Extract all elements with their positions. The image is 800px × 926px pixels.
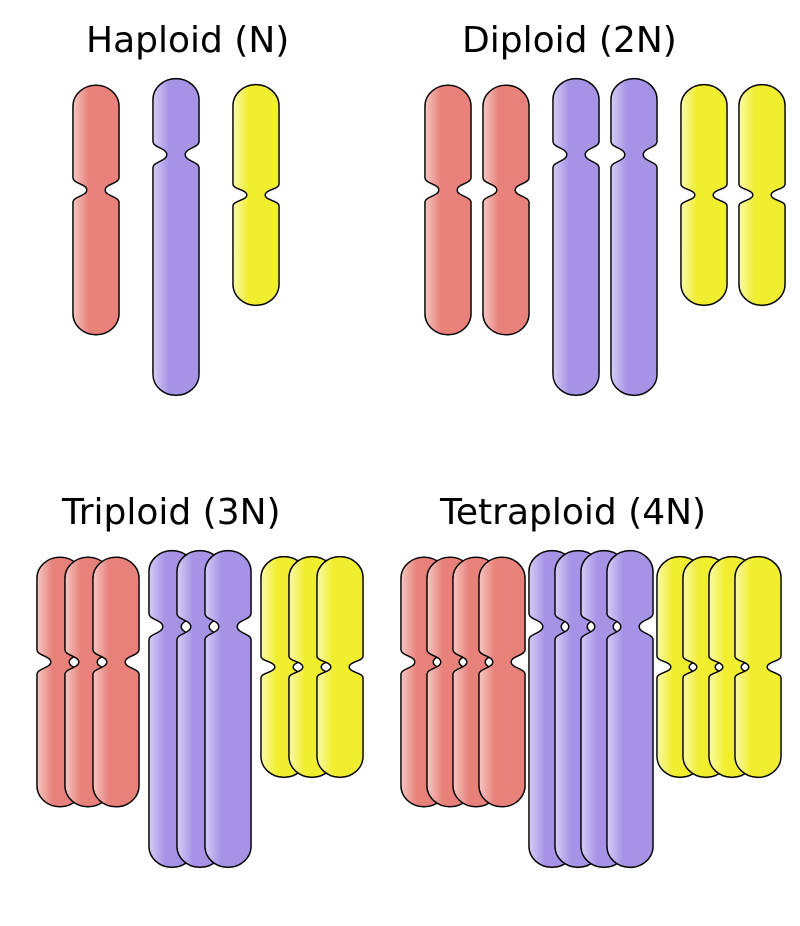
triploid-purple <box>148 544 252 874</box>
chromosome-icon <box>738 80 786 310</box>
chromosome-icon <box>610 72 658 402</box>
chromosome-icon <box>424 80 472 340</box>
diploid-purple <box>552 72 658 402</box>
ploidy-diagram: Haploid (N) Diploid (2N) Triploid (3N) T… <box>0 0 800 926</box>
haploid-purple <box>152 72 200 402</box>
chromosome-icon <box>478 552 526 812</box>
haploid-pink <box>72 80 120 340</box>
chromosome-icon <box>204 544 252 874</box>
chromosome-icon <box>152 72 200 402</box>
chromosome-icon <box>72 80 120 340</box>
chromosome-icon <box>680 80 728 310</box>
triploid-yellow <box>260 552 364 782</box>
tetraploid-pink <box>400 552 526 812</box>
tetraploid-purple <box>528 544 654 874</box>
triploid-pink <box>36 552 140 812</box>
tetraploid-yellow <box>656 552 782 782</box>
diploid-yellow <box>680 80 786 310</box>
chromosome-icon <box>92 552 140 812</box>
title-diploid: Diploid (2N) <box>462 20 677 61</box>
chromosome-icon <box>606 544 654 874</box>
title-haploid: Haploid (N) <box>86 20 289 61</box>
title-tetraploid: Tetraploid (4N) <box>440 492 706 533</box>
title-triploid: Triploid (3N) <box>62 492 281 533</box>
diploid-pink <box>424 80 530 340</box>
chromosome-icon <box>552 72 600 402</box>
chromosome-icon <box>232 80 280 310</box>
chromosome-icon <box>316 552 364 782</box>
haploid-yellow <box>232 80 280 310</box>
chromosome-icon <box>482 80 530 340</box>
chromosome-icon <box>734 552 782 782</box>
